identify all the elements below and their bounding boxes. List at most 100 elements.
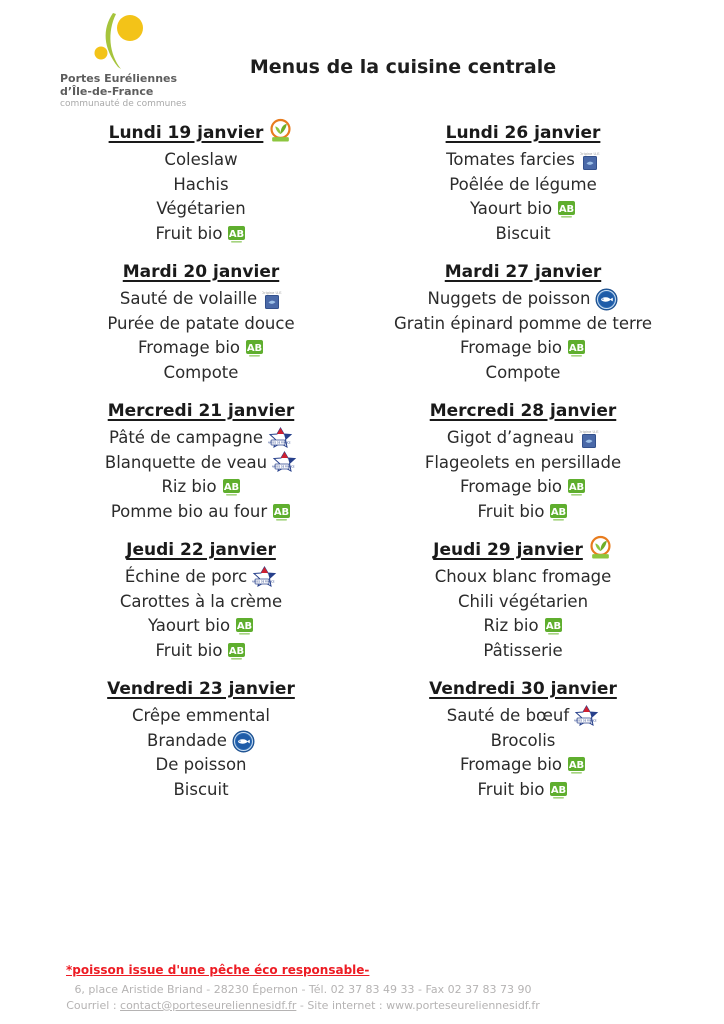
menu-item: Sauté de volaille Origine U.E.	[40, 287, 362, 312]
menu-item: Fruit bio AB	[362, 778, 684, 803]
menu-item: Hachis	[40, 173, 362, 198]
responsible-fishing-icon	[232, 730, 255, 753]
origin-eu-icon: Origine U.E.	[580, 152, 600, 170]
svg-text:Origine U.E.: Origine U.E.	[262, 291, 282, 295]
menu-item-text: Fromage bio	[459, 477, 562, 497]
menu-column: Lundi 19 janvier Coleslaw Hachis Végétarien…	[40, 118, 362, 815]
menu-item-text: Nuggets de poisson	[427, 289, 591, 308]
vegetarian-icon	[270, 118, 291, 142]
menu-item: Fromage bio AB	[40, 336, 362, 361]
org-region: d’Île-de-France	[60, 85, 154, 98]
menu-item: Yaourt bio AB	[40, 614, 362, 639]
ab-organic-icon: AB	[568, 340, 585, 357]
menu-item-text: Gigot d’agneau	[446, 428, 575, 447]
menu-item-text: Fruit bio	[155, 223, 223, 243]
menu-item-text: Végétarien	[156, 199, 246, 219]
menu-item: Pâté de campagne VIANDES DE FRANCE	[40, 426, 362, 451]
menu-item: Brandade	[40, 729, 362, 754]
day-date: Vendredi 30 janvier	[429, 679, 617, 699]
day-heading: Lundi 26 janvier	[362, 120, 684, 146]
menu-item: Yaourt bio AB	[362, 197, 684, 222]
day-menu: Mercredi 28 janvier Gigot d’agneau Origine…	[362, 398, 684, 525]
day-heading: Vendredi 30 janvier	[362, 676, 684, 702]
org-name: Portes Euréliennes	[60, 72, 178, 85]
organization-logo: Portes Euréliennes d’Île-de-France commu…	[60, 12, 250, 110]
svg-text:AB: AB	[569, 482, 584, 493]
day-heading: Lundi 19 janvier	[40, 118, 362, 146]
menu-item: Gigot d’agneau Origine U.E.	[362, 426, 684, 451]
menu-item-text: Choux blanc fromage	[434, 567, 612, 586]
contact-email-link[interactable]: contact@porteseureliennesidf.fr	[120, 999, 297, 1012]
day-date: Jeudi 22 janvier	[126, 540, 276, 560]
day-menu: Vendredi 30 janvier Sauté de bœuf VIANDES …	[362, 676, 684, 803]
french-meat-icon: VIANDES DE FRANCE	[272, 451, 297, 473]
day-date: Mardi 27 janvier	[444, 262, 602, 282]
menu-item: Blanquette de veau VIANDES DE FRANCE	[40, 451, 362, 476]
day-menu: Lundi 19 janvier Coleslaw Hachis Végétarien…	[40, 118, 362, 247]
day-menu: Jeudi 29 janvier Choux blanc fromage Chili…	[362, 535, 684, 664]
footer-contact-line: Courriel : contact@porteseureliennesidf.…	[0, 999, 724, 1013]
menu-item: Fromage bio AB	[362, 475, 684, 500]
svg-text:Origine U.E.: Origine U.E.	[580, 152, 600, 156]
menu-item-text: Blanquette de veau	[104, 452, 268, 472]
day-heading: Jeudi 22 janvier	[40, 537, 362, 563]
menu-item-text: Fromage bio	[137, 338, 240, 358]
menu-item-text: Flageolets en persillade	[424, 452, 622, 472]
day-date: Vendredi 23 janvier	[107, 679, 295, 699]
french-meat-icon: VIANDES DE FRANCE	[252, 565, 277, 587]
svg-text:VIANDES DE FRANCE: VIANDES DE FRANCE	[272, 466, 295, 469]
menu-item: Purée de patate douce	[40, 312, 362, 337]
menu-item: Nuggets de poisson	[362, 287, 684, 312]
day-date: Lundi 26 janvier	[445, 123, 601, 143]
day-date: Mardi 20 janvier	[122, 262, 280, 282]
menu-item: Sauté de bœuf VIANDES DE FRANCE	[362, 704, 684, 729]
menu-item-text: Échine de porc	[124, 567, 248, 586]
menu-item-text: Tomates farcies	[446, 150, 575, 169]
menu-item: Échine de porc VIANDES DE FRANCE	[40, 565, 362, 590]
menu-item: Fromage bio AB	[362, 336, 684, 361]
menu-item-text: Brocolis	[490, 730, 556, 750]
svg-text:AB: AB	[559, 204, 574, 215]
menu-item-text: Brandade	[147, 730, 227, 750]
ab-organic-icon: AB	[222, 479, 240, 496]
day-date: Lundi 19 janvier	[108, 123, 264, 143]
ab-organic-icon: AB	[236, 618, 254, 635]
day-menu: Jeudi 22 janvier Échine de porc VIANDES DE…	[40, 537, 362, 664]
origin-eu-icon: Origine U.E.	[262, 291, 282, 309]
menu-item-text: Poêlée de légume	[449, 174, 597, 194]
menu-item: Riz bio AB	[362, 614, 684, 639]
menu-item-text: Pâtisserie	[483, 640, 563, 660]
svg-text:Origine U.E.: Origine U.E.	[579, 430, 599, 434]
menu-item: Fromage bio AB	[362, 753, 684, 778]
menu-item-text: Sauté de volaille	[119, 289, 258, 308]
ab-organic-icon: AB	[568, 479, 585, 496]
menu-item: Pomme bio au four AB	[40, 500, 362, 525]
day-heading: Mardi 20 janvier	[40, 259, 362, 285]
svg-text:AB: AB	[569, 760, 584, 771]
vegetarian-icon	[590, 535, 611, 559]
menu-item-text: Carottes à la crème	[119, 591, 283, 611]
menu-item: Compote	[362, 361, 684, 386]
day-date: Jeudi 29 janvier	[433, 540, 583, 560]
site-url: www.porteseureliennesidf.fr	[386, 999, 540, 1012]
menu-item: Crêpe emmental	[40, 704, 362, 729]
menu-item: Tomates farcies Origine U.E.	[362, 148, 684, 173]
svg-text:VIANDES DE FRANCE: VIANDES DE FRANCE	[268, 441, 291, 444]
menu-item: Gratin épinard pomme de terre	[362, 312, 684, 337]
french-meat-icon: VIANDES DE FRANCE	[574, 704, 599, 726]
menu-item-text: Hachis	[173, 174, 229, 194]
day-date: Mercredi 28 janvier	[429, 401, 617, 421]
menu-item-text: Yaourt bio	[469, 199, 553, 219]
menu-item-text: Compote	[485, 362, 561, 382]
fish-footnote: *poisson issue d'une pêche éco responsab…	[66, 963, 370, 977]
ab-organic-icon: AB	[568, 757, 585, 774]
menu-item: Biscuit	[40, 778, 362, 803]
menu-item: Biscuit	[362, 222, 684, 247]
menu-item: Pâtisserie	[362, 639, 684, 664]
menu-item-text: Coleslaw	[164, 150, 238, 169]
menu-item-text: Fruit bio	[477, 501, 545, 521]
menu-item-text: Pomme bio au four	[110, 501, 268, 521]
menu-item-text: Chili végétarien	[457, 591, 589, 611]
ab-organic-icon: AB	[544, 618, 562, 635]
menu-column: Lundi 26 janvier Tomates farcies Origine U…	[362, 120, 684, 815]
